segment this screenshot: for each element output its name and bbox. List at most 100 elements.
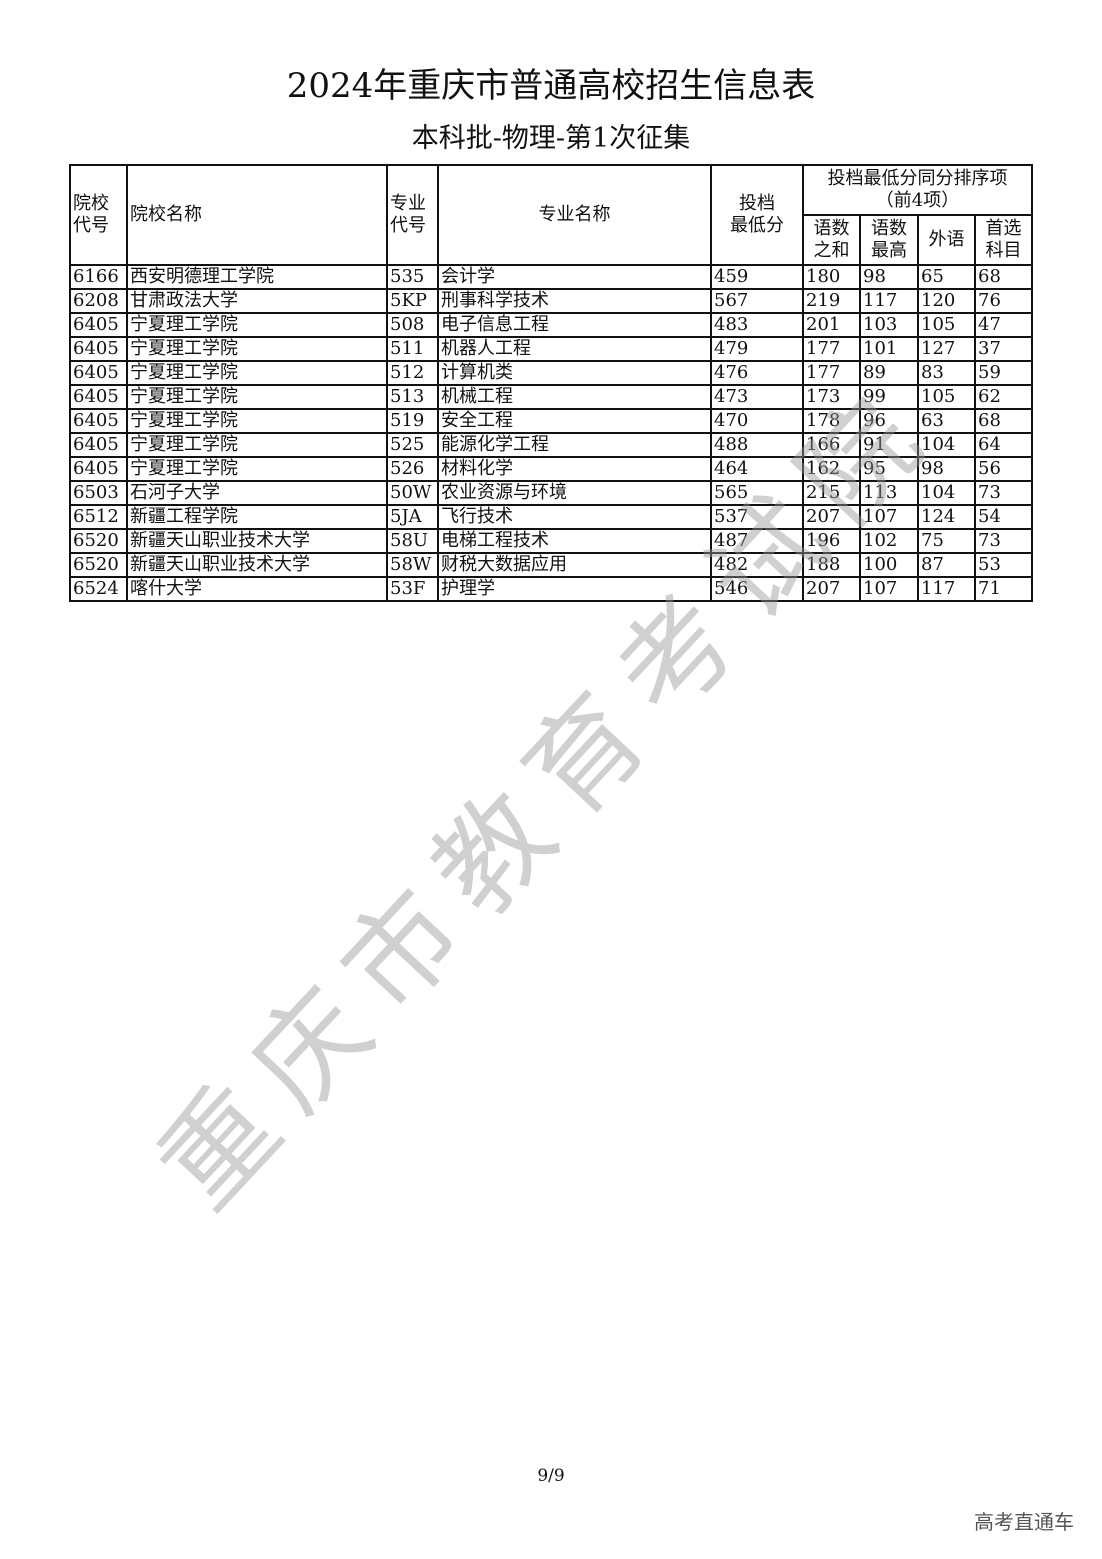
cell-major-name: 安全工程 (437, 408, 712, 434)
cell-chinese-math-max: 95 (859, 456, 919, 482)
cell-foreign-language: 117 (917, 576, 976, 602)
cell-min-score: 473 (710, 384, 804, 410)
cell-min-score: 565 (710, 480, 804, 506)
cell-school-code: 6520 (69, 552, 128, 578)
cell-foreign-language: 124 (917, 504, 976, 530)
cell-school-name: 新疆天山职业技术大学 (126, 528, 388, 554)
cell-school-name: 石河子大学 (126, 480, 388, 506)
cell-school-code: 6520 (69, 528, 128, 554)
cell-major-name: 机器人工程 (437, 336, 712, 362)
header-primary-subject: 首选 科目 (974, 214, 1033, 266)
cell-chinese-math-max: 103 (859, 312, 919, 338)
cell-foreign-language: 87 (917, 552, 976, 578)
cell-school-name: 宁夏理工学院 (126, 408, 388, 434)
cell-chinese-math-max: 96 (859, 408, 919, 434)
cell-chinese-math-sum: 178 (802, 408, 861, 434)
cell-major-code: 50W (386, 480, 439, 506)
cell-chinese-math-sum: 180 (802, 264, 861, 290)
cell-min-score: 488 (710, 432, 804, 458)
cell-major-name: 电子信息工程 (437, 312, 712, 338)
cell-chinese-math-max: 107 (859, 504, 919, 530)
cell-chinese-math-max: 89 (859, 360, 919, 386)
cell-school-name: 西安明德理工学院 (126, 264, 388, 290)
cell-school-code: 6524 (69, 576, 128, 602)
table-row: 6520 新疆天山职业技术大学 58U 电梯工程技术 487 196 102 75 73 (69, 528, 1033, 554)
header-chinese-math-max: 语数 最高 (859, 214, 919, 266)
cell-major-code: 5KP (386, 288, 439, 314)
cell-chinese-math-max: 99 (859, 384, 919, 410)
cell-school-name: 宁夏理工学院 (126, 312, 388, 338)
cell-school-code: 6208 (69, 288, 128, 314)
cell-school-name: 甘肃政法大学 (126, 288, 388, 314)
cell-chinese-math-sum: 207 (802, 504, 861, 530)
cell-major-name: 计算机类 (437, 360, 712, 386)
cell-foreign-language: 105 (917, 384, 976, 410)
cell-chinese-math-max: 100 (859, 552, 919, 578)
cell-chinese-math-sum: 173 (802, 384, 861, 410)
cell-chinese-math-sum: 188 (802, 552, 861, 578)
cell-major-name: 机械工程 (437, 384, 712, 410)
cell-primary-subject: 73 (974, 480, 1033, 506)
cell-min-score: 479 (710, 336, 804, 362)
cell-major-code: 5JA (386, 504, 439, 530)
cell-school-code: 6405 (69, 432, 128, 458)
cell-major-code: 511 (386, 336, 439, 362)
cell-foreign-language: 65 (917, 264, 976, 290)
header-major-name: 专业名称 (437, 164, 712, 266)
cell-chinese-math-max: 117 (859, 288, 919, 314)
cell-school-code: 6512 (69, 504, 128, 530)
cell-chinese-math-max: 101 (859, 336, 919, 362)
cell-chinese-math-sum: 201 (802, 312, 861, 338)
table-row: 6405 宁夏理工学院 526 材料化学 464 162 95 98 56 (69, 456, 1033, 482)
header-major-code: 专业 代号 (386, 164, 439, 266)
admission-table: 院校代号 院校名称 专业 代号 专业名称 投档 最低分 投档最低分同分排序项 （前4项… (69, 164, 1033, 602)
cell-major-name: 材料化学 (437, 456, 712, 482)
cell-chinese-math-sum: 219 (802, 288, 861, 314)
cell-school-name: 宁夏理工学院 (126, 432, 388, 458)
cell-school-code: 6405 (69, 456, 128, 482)
cell-foreign-language: 98 (917, 456, 976, 482)
cell-chinese-math-sum: 162 (802, 456, 861, 482)
cell-major-code: 519 (386, 408, 439, 434)
table-row: 6208 甘肃政法大学 5KP 刑事科学技术 567 219 117 120 76 (69, 288, 1033, 314)
cell-primary-subject: 53 (974, 552, 1033, 578)
cell-school-name: 新疆天山职业技术大学 (126, 552, 388, 578)
cell-major-code: 53F (386, 576, 439, 602)
cell-primary-subject: 73 (974, 528, 1033, 554)
cell-primary-subject: 59 (974, 360, 1033, 386)
cell-chinese-math-sum: 196 (802, 528, 861, 554)
cell-chinese-math-sum: 177 (802, 360, 861, 386)
table-row: 6405 宁夏理工学院 519 安全工程 470 178 96 63 68 (69, 408, 1033, 434)
cell-primary-subject: 68 (974, 408, 1033, 434)
cell-min-score: 546 (710, 576, 804, 602)
table-row: 6405 宁夏理工学院 513 机械工程 473 173 99 105 62 (69, 384, 1033, 410)
cell-chinese-math-max: 107 (859, 576, 919, 602)
cell-school-code: 6503 (69, 480, 128, 506)
cell-primary-subject: 71 (974, 576, 1033, 602)
cell-min-score: 482 (710, 552, 804, 578)
cell-foreign-language: 105 (917, 312, 976, 338)
cell-school-code: 6405 (69, 360, 128, 386)
cell-chinese-math-max: 91 (859, 432, 919, 458)
table-row: 6503 石河子大学 50W 农业资源与环境 565 215 113 104 73 (69, 480, 1033, 506)
cell-foreign-language: 75 (917, 528, 976, 554)
table-row: 6524 喀什大学 53F 护理学 546 207 107 117 71 (69, 576, 1033, 602)
brand-label: 高考直通车 (974, 1510, 1074, 1534)
cell-min-score: 459 (710, 264, 804, 290)
cell-min-score: 487 (710, 528, 804, 554)
cell-chinese-math-max: 113 (859, 480, 919, 506)
table-row: 6405 宁夏理工学院 511 机器人工程 479 177 101 127 37 (69, 336, 1033, 362)
cell-school-code: 6405 (69, 384, 128, 410)
cell-min-score: 470 (710, 408, 804, 434)
cell-school-name: 宁夏理工学院 (126, 336, 388, 362)
cell-school-code: 6405 (69, 312, 128, 338)
cell-foreign-language: 104 (917, 432, 976, 458)
cell-major-code: 525 (386, 432, 439, 458)
page-number: 9/9 (537, 1466, 565, 1486)
header-chinese-math-sum: 语数 之和 (802, 214, 861, 266)
cell-major-name: 农业资源与环境 (437, 480, 712, 506)
cell-chinese-math-sum: 166 (802, 432, 861, 458)
cell-major-code: 512 (386, 360, 439, 386)
table-row: 6405 宁夏理工学院 512 计算机类 476 177 89 83 59 (69, 360, 1033, 386)
document-title: 2024年重庆市普通高校招生信息表 (286, 66, 816, 106)
